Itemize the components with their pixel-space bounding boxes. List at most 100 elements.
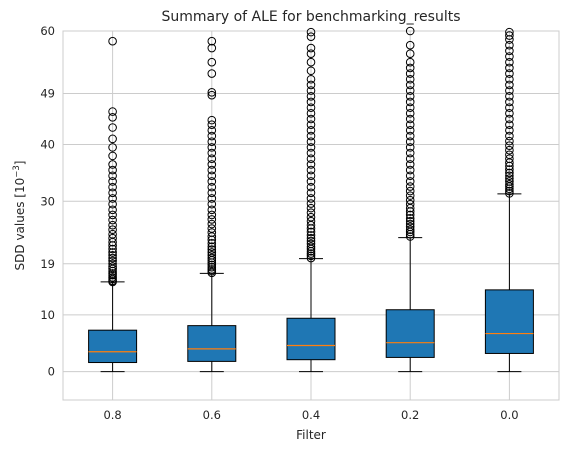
- outlier-point: [505, 131, 514, 141]
- outlier-point: [306, 57, 316, 67]
- outlier-point: [207, 171, 217, 181]
- box-0.0: [484, 27, 534, 373]
- outlier-point: [405, 91, 415, 101]
- outlier-point: [306, 103, 316, 112]
- outlier-point: [405, 165, 415, 175]
- outlier-point: [306, 212, 316, 222]
- outlier-point: [207, 250, 217, 260]
- x-tick-label: 0.2: [401, 408, 419, 422]
- outlier-point: [108, 262, 117, 271]
- y-axis-label-exponent: −3: [12, 165, 22, 178]
- y-axis-label: SDD values [10−3]: [12, 161, 27, 271]
- outlier-point: [405, 182, 415, 191]
- outlier-point: [306, 148, 316, 158]
- outlier-point: [405, 210, 415, 220]
- outlier-point: [405, 160, 415, 169]
- outlier-point: [505, 74, 514, 84]
- outlier-point: [405, 103, 415, 112]
- x-axis-label: Filter: [296, 428, 326, 442]
- outlier-point: [207, 137, 217, 146]
- outlier-point: [405, 69, 415, 78]
- outlier-point: [306, 249, 316, 258]
- outlier-point: [306, 66, 316, 76]
- outlier-point: [207, 120, 217, 129]
- outlier-point: [108, 259, 117, 269]
- x-tick-label: 0.0: [500, 408, 518, 422]
- outlier-point: [505, 40, 514, 50]
- outlier-point: [505, 145, 514, 155]
- outlier-point: [108, 36, 117, 46]
- outlier-point: [108, 143, 117, 152]
- outlier-point: [207, 199, 217, 209]
- outlier-point: [306, 74, 316, 84]
- outlier-point: [306, 199, 316, 208]
- outlier-point: [207, 242, 217, 252]
- outlier-point: [207, 90, 217, 100]
- iqr-box: [187, 325, 237, 362]
- x-tick-label: 0.8: [103, 408, 121, 422]
- outlier-point: [306, 114, 316, 124]
- outlier-point: [505, 141, 514, 150]
- outlier-point: [405, 143, 415, 152]
- y-tick-label: 30: [40, 194, 55, 208]
- outlier-point: [405, 109, 415, 118]
- outlier-point: [108, 215, 117, 225]
- outlier-point: [306, 137, 316, 146]
- outlier-point: [505, 179, 514, 189]
- outlier-point: [108, 151, 117, 161]
- outlier-point: [505, 168, 514, 178]
- outlier-point: [306, 97, 316, 107]
- outlier-point: [108, 188, 117, 198]
- outlier-point: [207, 248, 217, 257]
- outlier-point: [108, 220, 117, 230]
- outlier-point: [405, 86, 415, 95]
- outlier-point: [405, 216, 415, 226]
- outlier-point: [207, 239, 217, 248]
- outlier-point: [306, 236, 316, 246]
- outlier-point: [207, 228, 217, 237]
- outlier-point: [306, 208, 316, 217]
- outlier-point: [207, 224, 217, 233]
- outlier-point: [306, 109, 316, 118]
- outlier-point: [108, 250, 117, 260]
- outlier-point: [108, 171, 117, 181]
- outlier-point: [405, 186, 415, 196]
- outlier-point: [306, 165, 316, 175]
- outlier-point: [207, 262, 217, 272]
- outlier-point: [207, 143, 217, 152]
- outlier-point: [207, 215, 217, 224]
- outlier-point: [505, 154, 514, 164]
- outlier-point: [306, 194, 316, 203]
- outlier-point: [306, 227, 316, 237]
- outlier-point: [207, 57, 217, 67]
- outlier-point: [207, 154, 217, 164]
- outlier-point: [306, 188, 316, 198]
- outlier-point: [505, 126, 514, 135]
- outlier-point: [405, 191, 415, 200]
- outlier-point: [306, 126, 316, 135]
- outlier-point: [306, 91, 316, 101]
- outlier-point: [207, 194, 217, 203]
- outlier-point: [108, 112, 117, 122]
- outlier-point: [108, 273, 117, 282]
- outlier-point: [207, 160, 217, 169]
- outlier-point: [108, 253, 117, 263]
- y-tick-label: 0: [48, 365, 55, 379]
- y-tick-label: 40: [40, 138, 55, 152]
- outlier-point: [405, 171, 415, 181]
- outlier-point: [405, 49, 415, 59]
- outlier-point: [505, 86, 514, 95]
- iqr-box: [484, 289, 534, 354]
- outlier-point: [405, 195, 415, 205]
- outlier-point: [207, 219, 217, 229]
- outlier-point: [405, 154, 415, 164]
- outlier-point: [306, 49, 316, 59]
- outlier-point: [207, 188, 217, 198]
- outlier-point: [108, 177, 117, 186]
- outlier-point: [108, 225, 117, 234]
- outlier-point: [405, 232, 415, 241]
- y-axis-label-main: SDD values [10: [13, 178, 27, 271]
- outlier-point: [306, 86, 316, 95]
- outlier-point: [405, 137, 415, 146]
